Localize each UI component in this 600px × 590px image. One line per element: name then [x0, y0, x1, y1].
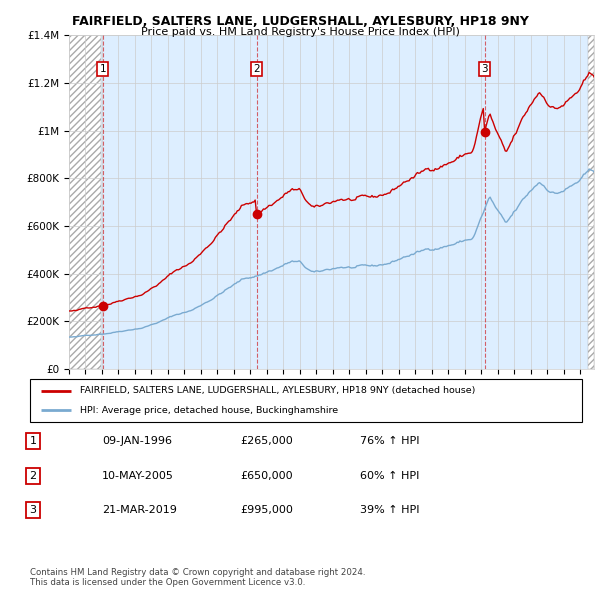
FancyBboxPatch shape	[30, 379, 582, 422]
Bar	[589, 35, 594, 369]
Text: 2: 2	[29, 471, 37, 481]
Text: £650,000: £650,000	[240, 471, 293, 481]
Text: 39% ↑ HPI: 39% ↑ HPI	[360, 506, 419, 515]
Text: 3: 3	[29, 506, 37, 515]
Text: HPI: Average price, detached house, Buckinghamshire: HPI: Average price, detached house, Buck…	[80, 406, 338, 415]
Text: FAIRFIELD, SALTERS LANE, LUDGERSHALL, AYLESBURY, HP18 9NY (detached house): FAIRFIELD, SALTERS LANE, LUDGERSHALL, AY…	[80, 386, 475, 395]
Bar	[69, 35, 101, 369]
Text: 21-MAR-2019: 21-MAR-2019	[102, 506, 177, 515]
Bar	[69, 35, 101, 369]
Text: 60% ↑ HPI: 60% ↑ HPI	[360, 471, 419, 481]
Text: £265,000: £265,000	[240, 437, 293, 446]
Text: FAIRFIELD, SALTERS LANE, LUDGERSHALL, AYLESBURY, HP18 9NY: FAIRFIELD, SALTERS LANE, LUDGERSHALL, AY…	[71, 15, 529, 28]
Text: 2: 2	[253, 64, 260, 74]
Text: 09-JAN-1996: 09-JAN-1996	[102, 437, 172, 446]
Text: Contains HM Land Registry data © Crown copyright and database right 2024.
This d: Contains HM Land Registry data © Crown c…	[30, 568, 365, 587]
Text: 10-MAY-2005: 10-MAY-2005	[102, 471, 174, 481]
Bar	[589, 35, 594, 369]
Text: 3: 3	[481, 64, 488, 74]
Text: Price paid vs. HM Land Registry's House Price Index (HPI): Price paid vs. HM Land Registry's House …	[140, 27, 460, 37]
Text: 1: 1	[29, 437, 37, 446]
Text: 76% ↑ HPI: 76% ↑ HPI	[360, 437, 419, 446]
Text: 1: 1	[100, 64, 106, 74]
Text: £995,000: £995,000	[240, 506, 293, 515]
